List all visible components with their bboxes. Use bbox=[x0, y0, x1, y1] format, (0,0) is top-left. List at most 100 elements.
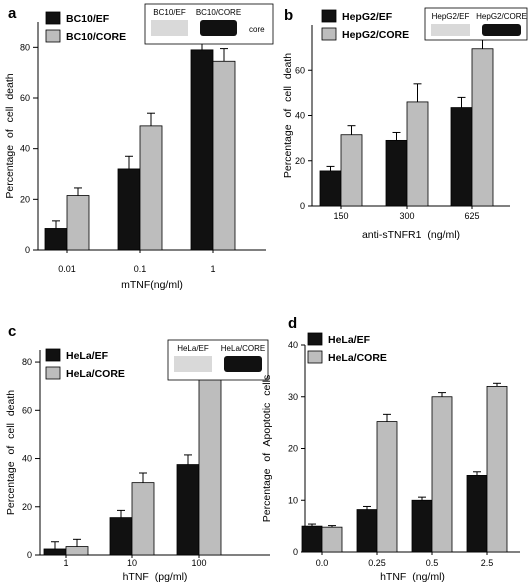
x-axis-title: mTNF(ng/ml) bbox=[121, 279, 183, 291]
y-tick-label: 80 bbox=[20, 42, 30, 52]
bar-control bbox=[190, 49, 214, 251]
panel-label: b bbox=[284, 7, 293, 24]
legend-label: HeLa/EF bbox=[328, 334, 371, 346]
x-tick-label: 100 bbox=[191, 558, 206, 568]
y-tick-label: 0 bbox=[300, 201, 305, 211]
panel-d: d 0 10 20 30 40 Percentage of Apoptotic cells 0… bbox=[261, 315, 520, 583]
blot-band bbox=[482, 24, 521, 36]
bar-control bbox=[450, 107, 473, 207]
blot-lane-label: HeLa/EF bbox=[177, 344, 209, 353]
y-tick-label: 10 bbox=[288, 495, 298, 505]
y-tick-label: 60 bbox=[20, 93, 30, 103]
blot-band bbox=[174, 356, 212, 372]
legend-swatch bbox=[307, 332, 323, 346]
panel-label: c bbox=[8, 323, 16, 340]
y-axis-title: Percentage of Apoptotic cells bbox=[261, 375, 273, 522]
x-tick-label: 2.5 bbox=[481, 558, 494, 568]
x-tick-label: 10 bbox=[127, 558, 137, 568]
y-tick-label: 20 bbox=[20, 194, 30, 204]
legend-label: BC10/EF bbox=[66, 13, 110, 25]
bar-control bbox=[109, 517, 133, 556]
x-tick-label: 1 bbox=[63, 558, 68, 568]
blot-band bbox=[224, 356, 262, 372]
legend-label: HeLa/EF bbox=[66, 350, 109, 362]
bar-core bbox=[65, 546, 89, 556]
x-tick-label: 1 bbox=[210, 264, 215, 274]
x-tick-label: 0.0 bbox=[316, 558, 329, 568]
y-tick-label: 20 bbox=[288, 444, 298, 454]
y-axis-title: Percentage of cell death bbox=[5, 390, 17, 515]
bar-core bbox=[431, 396, 453, 553]
legend-label: BC10/CORE bbox=[66, 31, 126, 43]
bar-control bbox=[301, 525, 323, 553]
x-tick-label: 625 bbox=[464, 211, 479, 221]
bar-core bbox=[406, 101, 429, 207]
y-tick-label: 0 bbox=[293, 547, 298, 557]
x-tick-label: 0.1 bbox=[134, 264, 147, 274]
blot-lane-label: BC10/CORE bbox=[196, 8, 241, 17]
x-axis-title: anti-sTNFR1 (ng/ml) bbox=[362, 229, 460, 241]
y-tick-label: 40 bbox=[22, 454, 32, 464]
y-tick-label: 60 bbox=[295, 65, 305, 75]
legend-swatch bbox=[321, 9, 337, 23]
bar-core bbox=[139, 125, 163, 251]
bar-core bbox=[340, 134, 363, 207]
bar-control bbox=[356, 509, 378, 553]
legend-label: HepG2/EF bbox=[342, 11, 393, 23]
blot-lane-label: HepG2/EF bbox=[432, 12, 470, 21]
bar-core bbox=[486, 385, 508, 553]
blot-band bbox=[151, 20, 188, 36]
legend-swatch bbox=[321, 27, 337, 41]
legend-swatch bbox=[45, 348, 61, 362]
panel-a: a 0 20 40 60 80 Percentage of cell death 0.01 0.… bbox=[4, 3, 274, 291]
legend-swatch bbox=[45, 29, 61, 43]
bar-control bbox=[319, 170, 342, 207]
blot-band bbox=[431, 24, 470, 36]
x-axis-title: hTNF (pg/ml) bbox=[123, 571, 188, 583]
x-tick-label: 0.01 bbox=[58, 264, 76, 274]
y-tick-label: 20 bbox=[295, 156, 305, 166]
bar-core bbox=[376, 421, 398, 553]
x-tick-label: 0.25 bbox=[368, 558, 386, 568]
panel-label: d bbox=[288, 315, 297, 332]
bar-control bbox=[176, 464, 200, 556]
bar-control bbox=[43, 548, 67, 556]
bar-core bbox=[471, 48, 494, 207]
legend-label: HeLa/CORE bbox=[66, 368, 125, 380]
bar-core bbox=[131, 482, 155, 556]
y-tick-label: 0 bbox=[27, 550, 32, 560]
blot-band bbox=[200, 20, 237, 36]
bar-core bbox=[212, 60, 236, 251]
x-tick-label: 150 bbox=[333, 211, 348, 221]
bar-control bbox=[411, 499, 433, 553]
y-tick-label: 0 bbox=[25, 245, 30, 255]
legend-swatch bbox=[307, 350, 323, 364]
panel-c: c 0 20 40 60 80 Percentage of cell death 1 10 100… bbox=[5, 323, 270, 583]
y-tick-label: 80 bbox=[22, 357, 32, 367]
y-tick-label: 60 bbox=[22, 405, 32, 415]
y-tick-label: 40 bbox=[295, 111, 305, 121]
blot-lane-label: HepG2/CORE bbox=[476, 12, 527, 21]
bar-control bbox=[44, 228, 68, 251]
blot-lane-label: BC10/EF bbox=[153, 8, 186, 17]
bar-core bbox=[198, 377, 222, 556]
y-tick-label: 40 bbox=[20, 144, 30, 154]
bar-core bbox=[66, 195, 90, 251]
y-tick-label: 20 bbox=[22, 502, 32, 512]
x-tick-label: 0.5 bbox=[426, 558, 439, 568]
blot-lane-label: HeLa/CORE bbox=[221, 344, 265, 353]
bar-control bbox=[385, 139, 408, 207]
y-tick-label: 30 bbox=[288, 392, 298, 402]
bar-control bbox=[466, 475, 488, 553]
blot-band-label: core bbox=[249, 25, 265, 34]
bar-control bbox=[117, 168, 141, 251]
x-tick-label: 300 bbox=[399, 211, 414, 221]
bar-core bbox=[321, 526, 343, 553]
y-axis-title: Percentage of cell death bbox=[4, 73, 16, 198]
legend-swatch bbox=[45, 11, 61, 25]
y-axis-title: Percentage of cell death bbox=[282, 53, 294, 178]
legend-label: HepG2/CORE bbox=[342, 29, 409, 41]
panel-label: a bbox=[8, 5, 17, 22]
legend-label: HeLa/CORE bbox=[328, 352, 387, 364]
